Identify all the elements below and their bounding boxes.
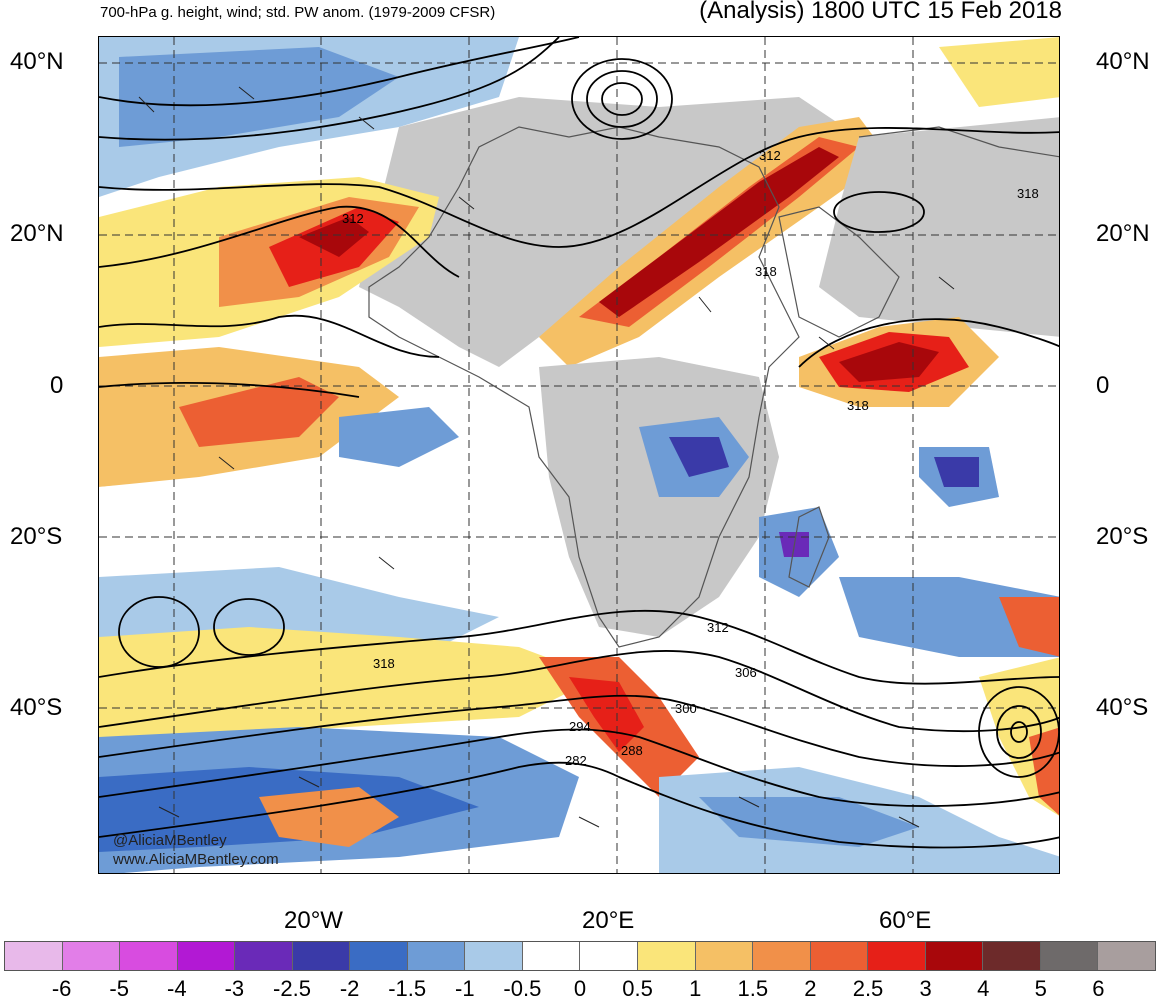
- contour-label: 294: [569, 719, 591, 734]
- colorbar-tick-label: -5: [109, 976, 129, 1001]
- map-title: (Analysis) 1800 UTC 15 Feb 2018: [699, 0, 1062, 24]
- lat-label-right: 20°S: [1096, 523, 1149, 550]
- lat-label-right: 20°N: [1096, 220, 1150, 247]
- wind-barbs: [138, 86, 955, 828]
- lat-label-right: 40°N: [1096, 48, 1150, 75]
- colorbar-tick-label: 5: [1034, 976, 1047, 1001]
- colorbar-tick-label: 0: [573, 976, 587, 1001]
- colorbar-swatch: [753, 942, 811, 970]
- colorbar-tick-label: -2: [339, 976, 360, 1001]
- colorbar-swatch: [177, 942, 236, 970]
- contour-label: 282: [565, 753, 587, 768]
- colorbar-tick-label: 0.5: [622, 976, 653, 1001]
- colorbar-tick-label: 4: [977, 976, 990, 1001]
- contour-label: 312: [342, 211, 364, 226]
- colorbar-swatch: [868, 942, 926, 970]
- contour-label: 318: [1017, 186, 1039, 201]
- colorbar-tick-label: -1: [455, 976, 475, 1001]
- colorbar-swatch: [1098, 942, 1155, 970]
- watermark-url: www.AliciaMBentley.com: [113, 851, 279, 868]
- colorbar-swatch: [350, 942, 408, 970]
- contour-label: 312: [759, 148, 781, 163]
- contour-label: 288: [621, 743, 643, 758]
- colorbar-tick-label: 2: [804, 976, 817, 1001]
- lat-label-left: 20°N: [10, 220, 64, 247]
- colorbar-tick-label: -4: [167, 976, 187, 1001]
- lat-label-left: 40°N: [10, 48, 64, 75]
- colorbar-swatch: [5, 942, 63, 970]
- colorbar-swatch: [695, 942, 754, 970]
- lon-label: 20°E: [582, 907, 635, 934]
- coastlines: [368, 126, 1059, 648]
- colorbar-swatch: [62, 942, 121, 970]
- lat-label-right: 40°S: [1096, 694, 1149, 721]
- colorbar-tick-label: 6: [1092, 976, 1105, 1001]
- contour-labels: 312 312 318 318 318 318 312 306 300 294 …: [342, 148, 1039, 768]
- colorbar-swatch: [235, 942, 293, 970]
- lon-label: 60°E: [879, 907, 932, 934]
- colorbar-swatch: [1040, 942, 1099, 970]
- colorbar-swatch: [120, 942, 178, 970]
- contour-label: 318: [373, 656, 395, 671]
- colorbar-tick-label: -2.5: [273, 976, 311, 1001]
- lon-label: 20°W: [284, 907, 343, 934]
- colorbar-tick-label: 1: [689, 976, 702, 1001]
- contour-label: 306: [735, 665, 757, 680]
- contour-label: 300: [675, 701, 697, 716]
- map-subtitle: 700-hPa g. height, wind; std. PW anom. (…: [100, 4, 496, 21]
- colorbar-swatch: [810, 942, 869, 970]
- colorbar-tick-label: -1.5: [388, 976, 427, 1001]
- contour-label: 318: [847, 398, 869, 413]
- colorbar-swatch: [522, 942, 581, 970]
- colorbar-tick-label: -0.5: [503, 976, 542, 1001]
- lat-label-left: 40°S: [10, 694, 63, 721]
- map-panel: 312 312 318 318 318 318 312 306 300 294 …: [98, 36, 1060, 874]
- colorbar-swatch: [925, 942, 984, 970]
- watermark-handle: @AliciaMBentley: [113, 832, 227, 849]
- colorbar-tick-label: 2.5: [852, 976, 884, 1001]
- colorbar-tick-label: -3: [224, 976, 245, 1001]
- colorbar-tick-label: 3: [919, 976, 932, 1001]
- colorbar-swatch: [407, 942, 466, 970]
- lat-label-left: 20°S: [10, 523, 63, 550]
- colorbar-swatch: [580, 942, 639, 970]
- height-contours: [99, 37, 1059, 849]
- lat-label-left: 0: [50, 372, 64, 399]
- pw-anomaly-fill: [99, 37, 1059, 873]
- colorbar-swatch: [465, 942, 523, 970]
- lat-label-right: 0: [1096, 372, 1110, 399]
- contour-label: 318: [755, 264, 777, 279]
- contour-label: 312: [707, 620, 729, 635]
- colorbar-tick-label: 1.5: [737, 976, 769, 1001]
- pw-anomaly-colorbar: [4, 941, 1156, 971]
- colorbar-swatch: [292, 942, 351, 970]
- pw-anomaly-map: 312 312 318 318 318 318 312 306 300 294 …: [99, 37, 1059, 873]
- colorbar-tick-label: -6: [51, 976, 72, 1001]
- colorbar-swatch: [638, 942, 696, 970]
- colorbar-swatch: [983, 942, 1041, 970]
